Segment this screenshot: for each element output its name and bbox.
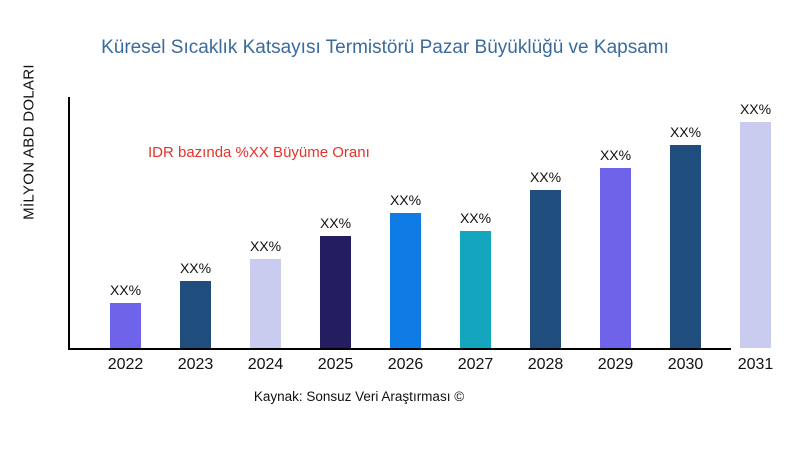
y-axis-line (68, 97, 70, 350)
bar-column-2022: XX% (91, 281, 161, 348)
bar-column-2023: XX% (161, 259, 231, 348)
bar-column-2031: XX% (721, 100, 791, 348)
bar-value-label: XX% (389, 192, 422, 208)
bar-column-2026: XX% (371, 191, 441, 348)
x-tick-2027: 2027 (457, 356, 494, 373)
bar-2026 (390, 213, 421, 348)
bar-column-2027: XX% (441, 209, 511, 348)
bar-value-label: XX% (319, 215, 352, 231)
x-tick-2024: 2024 (247, 356, 284, 373)
bar-value-label: XX% (459, 210, 492, 226)
bar-2024 (250, 259, 281, 348)
bar-value-label: XX% (739, 101, 772, 117)
x-tick-2031: 2031 (737, 356, 774, 373)
x-tick-2030: 2030 (667, 356, 704, 373)
bar-column-2029: XX% (581, 146, 651, 348)
growth-rate-annotation: IDR bazında %XX Büyüme Oranı (148, 144, 370, 161)
bar-column-2024: XX% (231, 237, 301, 348)
x-axis-line (68, 348, 731, 350)
source-caption: Kaynak: Sonsuz Veri Araştırması © (253, 389, 465, 404)
x-tick-2029: 2029 (597, 356, 634, 373)
bar-2030 (670, 145, 701, 348)
bar-value-label: XX% (599, 147, 632, 163)
bar-2022 (110, 303, 141, 348)
x-tick-2025: 2025 (317, 356, 354, 373)
y-axis-label: MİLYON ABD DOLARI (20, 64, 38, 220)
bar-value-label: XX% (529, 169, 562, 185)
x-tick-2023: 2023 (177, 356, 214, 373)
bar-2025 (320, 236, 351, 348)
bar-2027 (460, 231, 491, 348)
chart-title: Küresel Sıcaklık Katsayısı Termistörü Pa… (101, 37, 669, 58)
bar-column-2028: XX% (511, 168, 581, 348)
bar-2028 (530, 190, 561, 348)
x-tick-2026: 2026 (387, 356, 424, 373)
x-tick-2022: 2022 (107, 356, 144, 373)
bar-value-label: XX% (179, 260, 212, 276)
bar-2031 (740, 122, 771, 348)
bar-2029 (600, 168, 631, 348)
bar-value-label: XX% (109, 282, 142, 298)
bar-value-label: XX% (249, 238, 282, 254)
bar-column-2030: XX% (651, 123, 721, 348)
bar-column-2025: XX% (301, 214, 371, 348)
x-tick-2028: 2028 (527, 356, 564, 373)
bar-value-label: XX% (669, 124, 702, 140)
bar-2023 (180, 281, 211, 348)
